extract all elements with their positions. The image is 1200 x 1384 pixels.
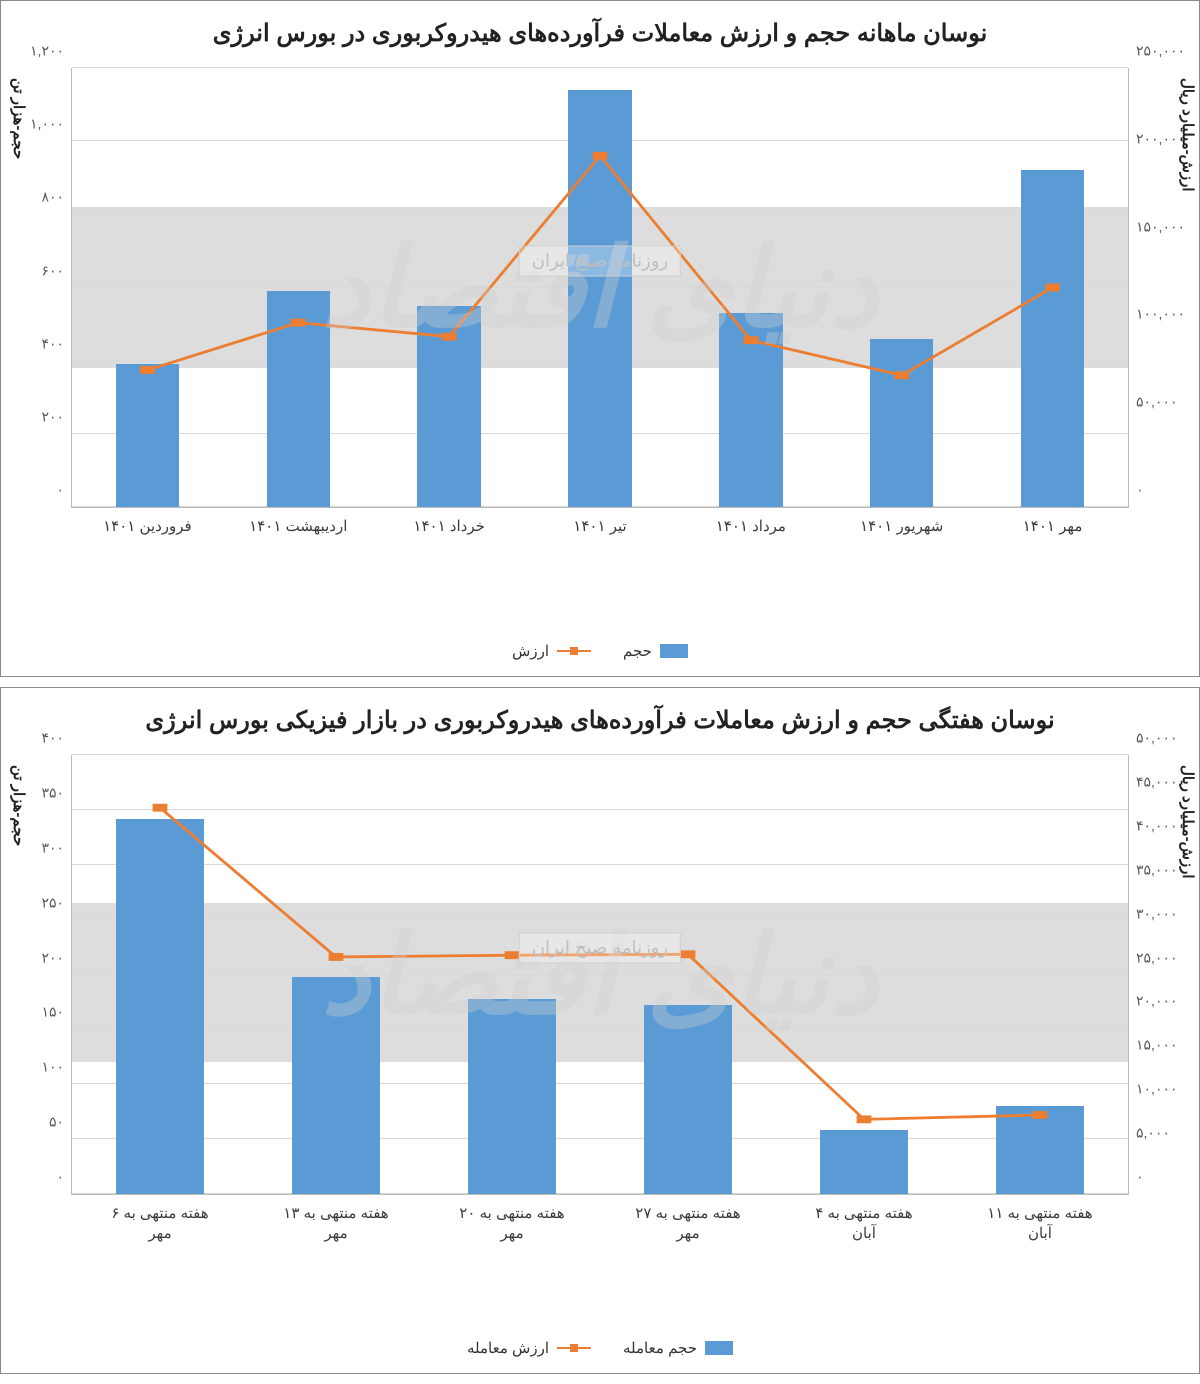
chart-panel-1: نوسان هفتگی حجم و ارزش معاملات فرآورده‌ه… xyxy=(0,687,1200,1374)
ytick-right: ۳۰,۰۰۰ xyxy=(1128,905,1178,922)
line-marker xyxy=(442,333,457,341)
xtick: فروردین ۱۴۰۱ xyxy=(68,507,226,537)
xtick: هفته منتهی به ۶ مهر xyxy=(68,1194,253,1245)
legend-label-bar: حجم xyxy=(623,642,652,660)
ytick-left: ۳۵۰ xyxy=(41,784,72,801)
line-marker xyxy=(681,950,696,958)
legend-label-line: ارزش معامله xyxy=(467,1339,549,1357)
xtick: هفته منتهی به ۲۰ مهر xyxy=(420,1194,605,1245)
line-marker xyxy=(743,336,758,344)
xtick: هفته منتهی به ۲۷ مهر xyxy=(596,1194,781,1245)
line-marker xyxy=(593,152,608,160)
line-series xyxy=(72,68,1128,507)
ytick-left: ۳۰۰ xyxy=(41,839,72,856)
axis-label-right: ارزش-میلیارد ریال xyxy=(1178,765,1196,879)
ytick-right: ۲۵,۰۰۰ xyxy=(1128,949,1178,966)
plot-area: ۰۲۰۰۴۰۰۶۰۰۸۰۰۱,۰۰۰۱,۲۰۰۰۵۰,۰۰۰۱۰۰,۰۰۰۱۵۰… xyxy=(71,68,1129,508)
line-marker xyxy=(1033,1111,1048,1119)
axis-label-right: ارزش-میلیارد ریال xyxy=(1178,78,1196,192)
xtick: مرداد ۱۴۰۱ xyxy=(672,507,830,537)
legend-item-bar: حجم xyxy=(623,642,688,660)
legend-label-line: ارزش xyxy=(512,642,549,660)
xtick: هفته منتهی به ۴ آبان xyxy=(772,1194,957,1245)
ytick-left: ۱۵۰ xyxy=(41,1004,72,1021)
ytick-right: ۱۰۰,۰۰۰ xyxy=(1128,306,1185,323)
bar-swatch-icon xyxy=(705,1341,733,1355)
line-series xyxy=(72,755,1128,1194)
ytick-right: ۲۵۰,۰۰۰ xyxy=(1128,43,1185,60)
chart-title: نوسان هفتگی حجم و ارزش معاملات فرآورده‌ه… xyxy=(1,688,1199,745)
line-marker xyxy=(1045,284,1060,292)
ytick-right: ۳۵,۰۰۰ xyxy=(1128,861,1178,878)
legend-item-line: ارزش xyxy=(512,642,591,660)
line-marker xyxy=(505,951,520,959)
line-marker xyxy=(140,366,155,374)
ytick-left: ۵۰ xyxy=(49,1114,72,1131)
ytick-left: ۸۰۰ xyxy=(41,189,72,206)
ytick-right: ۲۰۰,۰۰۰ xyxy=(1128,130,1185,147)
line-swatch-icon xyxy=(557,644,591,658)
xtick: تیر ۱۴۰۱ xyxy=(521,507,679,537)
bar-swatch-icon xyxy=(660,644,688,658)
xtick: خرداد ۱۴۰۱ xyxy=(370,507,528,537)
legend-item-bar: حجم معامله xyxy=(623,1339,733,1357)
ytick-right: ۲۰,۰۰۰ xyxy=(1128,993,1178,1010)
xtick: شهریور ۱۴۰۱ xyxy=(823,507,981,537)
ytick-right: ۱۵۰,۰۰۰ xyxy=(1128,218,1185,235)
ytick-left: ۱,۰۰۰ xyxy=(30,116,72,133)
line-marker xyxy=(894,371,909,379)
ytick-left: ۲۰۰ xyxy=(41,949,72,966)
axis-label-left: حجم-هزار تن xyxy=(9,78,27,159)
ytick-left: ۲۰۰ xyxy=(41,408,72,425)
xtick: مهر ۱۴۰۱ xyxy=(973,507,1131,537)
ytick-right: ۴۵,۰۰۰ xyxy=(1128,773,1178,790)
chart-title: نوسان ماهانه حجم و ارزش معاملات فرآورده‌… xyxy=(1,1,1199,58)
ytick-right: ۱۰,۰۰۰ xyxy=(1128,1081,1178,1098)
legend: حجم معامله ارزش معامله xyxy=(1,1321,1199,1373)
ytick-right: ۵۰,۰۰۰ xyxy=(1128,394,1178,411)
line-marker xyxy=(329,953,344,961)
legend-item-line: ارزش معامله xyxy=(467,1339,591,1357)
xtick: هفته منتهی به ۱۳ مهر xyxy=(244,1194,429,1245)
line-marker xyxy=(153,804,168,812)
ytick-right: ۵۰,۰۰۰ xyxy=(1128,730,1178,747)
plot-wrap: ۰۵۰۱۰۰۱۵۰۲۰۰۲۵۰۳۰۰۳۵۰۴۰۰۰۵,۰۰۰۱۰,۰۰۰۱۵,۰… xyxy=(1,745,1199,1265)
xtick: هفته منتهی به ۱۱ آبان xyxy=(948,1194,1133,1245)
chart-panel-0: نوسان ماهانه حجم و ارزش معاملات فرآورده‌… xyxy=(0,0,1200,677)
ytick-left: ۴۰۰ xyxy=(41,730,72,747)
ytick-left: ۰ xyxy=(56,482,72,499)
ytick-left: ۱,۲۰۰ xyxy=(30,43,72,60)
axis-label-left: حجم-هزار تن xyxy=(9,765,27,846)
ytick-right: ۴۰,۰۰۰ xyxy=(1128,817,1178,834)
legend-label-bar: حجم معامله xyxy=(623,1339,697,1357)
plot-area: ۰۵۰۱۰۰۱۵۰۲۰۰۲۵۰۳۰۰۳۵۰۴۰۰۰۵,۰۰۰۱۰,۰۰۰۱۵,۰… xyxy=(71,755,1129,1195)
line-swatch-icon xyxy=(557,1341,591,1355)
xtick: اردیبهشت ۱۴۰۱ xyxy=(219,507,377,537)
ytick-left: ۴۰۰ xyxy=(41,335,72,352)
ytick-right: ۰ xyxy=(1128,482,1144,499)
ytick-right: ۱۵,۰۰۰ xyxy=(1128,1037,1178,1054)
plot-wrap: ۰۲۰۰۴۰۰۶۰۰۸۰۰۱,۰۰۰۱,۲۰۰۰۵۰,۰۰۰۱۰۰,۰۰۰۱۵۰… xyxy=(1,58,1199,578)
ytick-left: ۰ xyxy=(56,1169,72,1186)
ytick-left: ۶۰۰ xyxy=(41,262,72,279)
line-marker xyxy=(857,1115,872,1123)
legend: حجم ارزش xyxy=(1,624,1199,676)
ytick-right: ۵,۰۰۰ xyxy=(1128,1125,1170,1142)
ytick-left: ۱۰۰ xyxy=(41,1059,72,1076)
ytick-left: ۲۵۰ xyxy=(41,894,72,911)
ytick-right: ۰ xyxy=(1128,1169,1144,1186)
line-marker xyxy=(291,319,306,327)
